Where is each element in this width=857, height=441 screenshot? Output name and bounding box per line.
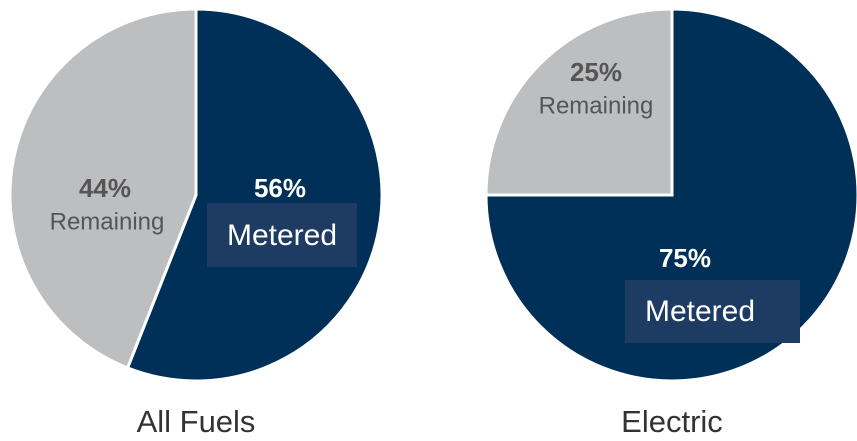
slice-label: Remaining <box>539 92 654 119</box>
slice-percent: 56% <box>254 173 306 203</box>
slice-percent: 25% <box>570 57 622 87</box>
label-box <box>625 280 800 343</box>
slice-label: Metered <box>645 295 755 328</box>
pie-slice <box>125 7 384 383</box>
slice-label: Remaining <box>50 208 165 235</box>
slice-label: Metered <box>227 219 337 252</box>
slice-percent: 75% <box>659 243 711 273</box>
chart-title: Electric <box>621 404 723 439</box>
slice-percent: 44% <box>79 173 131 203</box>
pie-slice <box>8 7 198 370</box>
chart-title: All Fuels <box>137 404 256 439</box>
pie-slice <box>484 7 674 197</box>
label-box <box>207 203 357 267</box>
